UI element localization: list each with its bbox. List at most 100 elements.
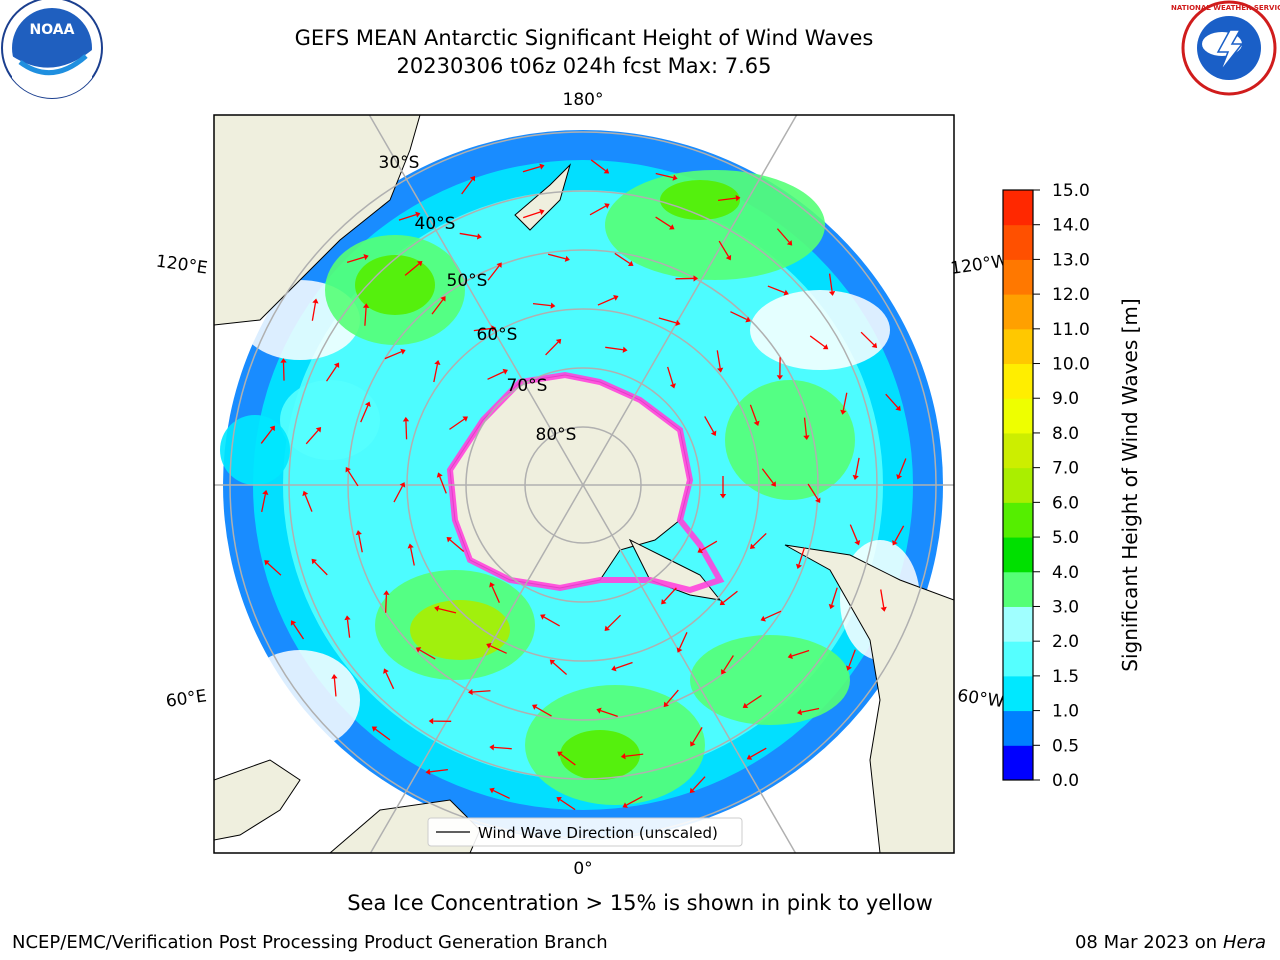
colorbar-band (1003, 745, 1033, 781)
wave-direction-arrow (849, 524, 861, 546)
arrow-head (669, 224, 675, 230)
arrow-head (746, 754, 753, 760)
colorbar-tick-label: 2.0 (1052, 632, 1079, 652)
lat-label-70s: 70°S (507, 376, 548, 396)
arrow-shaft (828, 273, 833, 292)
arrow-head (280, 358, 287, 363)
wave-direction-arrow (611, 661, 633, 672)
arrow-shaft (375, 728, 391, 741)
arrow-shaft (438, 607, 457, 614)
colorbar-tick-label: 5.0 (1052, 528, 1079, 548)
arrow-shaft (547, 253, 566, 260)
wave-direction-arrow (355, 530, 363, 553)
arrow-shaft (701, 540, 718, 551)
arrow-head (627, 260, 634, 267)
wave-direction-arrow (719, 476, 727, 499)
wave-direction-arrow (523, 208, 545, 219)
arrow-shaft (459, 232, 478, 238)
colorbar-band (1003, 328, 1033, 365)
arrow-head (489, 787, 495, 794)
wave-direction-arrow (384, 348, 406, 360)
noaa-logo-text: NOAA (30, 22, 75, 38)
producer-credit: NCEP/EMC/Verification Post Processing Pr… (12, 932, 608, 953)
arrow-shaft (666, 689, 679, 705)
arrow-shaft (360, 405, 369, 423)
arrow-shaft (723, 655, 734, 672)
nws-logo-text: NATIONAL WEATHER SERVICE (1171, 4, 1280, 12)
wave-direction-arrow (383, 668, 395, 690)
arrow-head (269, 425, 275, 432)
arrow-shaft (607, 614, 622, 629)
arrow-shaft (615, 661, 633, 669)
arrow-head (620, 753, 626, 760)
arrow-shaft (718, 197, 737, 202)
lat-label-30s: 30°S (379, 153, 420, 173)
arrow-shaft (304, 494, 313, 512)
arrow-head (434, 359, 441, 365)
arrow-head (333, 362, 340, 368)
wave-direction-arrow (604, 614, 622, 631)
arrow-head (436, 472, 443, 478)
arrow-shaft (880, 589, 885, 608)
wave-direction-arrow (750, 532, 767, 550)
arrow-shaft (473, 327, 492, 332)
wave-direction-arrow (661, 587, 677, 605)
wave-field-patch (725, 380, 855, 500)
wave-direction-arrow (415, 647, 436, 660)
colorbar-tick-label: 6.0 (1052, 493, 1079, 513)
wave-direction-arrow (345, 467, 359, 487)
arrow-shaft (704, 416, 715, 433)
run-date: 08 Mar 2023 on Hera (1075, 932, 1266, 953)
colorbar-band (1003, 537, 1033, 573)
colorbar-tick-label: 4.0 (1052, 563, 1079, 583)
arrow-head (803, 435, 810, 441)
arrow-head (557, 751, 563, 757)
arrow-head (290, 620, 297, 626)
arrow-shaft (560, 753, 576, 766)
wave-direction-arrow (597, 294, 619, 306)
lat-label-60s: 60°S (477, 325, 518, 345)
colorbar-band (1003, 641, 1033, 677)
wave-direction-arrow (331, 673, 338, 697)
colorbar-band (1003, 467, 1033, 503)
arrow-head (489, 582, 495, 588)
arrow-shaft (761, 468, 774, 484)
wave-direction-arrow (549, 659, 568, 675)
arrow-shaft (491, 585, 500, 603)
arrow-shaft (590, 159, 606, 172)
wave-direction-arrow (767, 285, 789, 296)
wave-field-patch (220, 415, 290, 485)
wave-direction-arrow (428, 717, 452, 725)
sea-ice-note: Sea Ice Concentration > 15% is shown in … (347, 891, 933, 915)
wave-direction-arrow (487, 262, 502, 281)
colorbar-band (1003, 224, 1033, 260)
arrow-head (693, 275, 699, 282)
colorbar-band (1003, 259, 1033, 295)
colorbar-band (1003, 710, 1033, 746)
wave-direction-arrow (655, 172, 678, 181)
wave-direction-arrow (371, 726, 391, 741)
arrow-head (383, 590, 390, 595)
arrow-head (745, 316, 751, 323)
arrow-shaft (522, 165, 541, 173)
arrow-shaft (692, 727, 703, 744)
wave-direction-arrow (896, 458, 907, 480)
colorbar-tick-label: 13.0 (1052, 250, 1090, 270)
lat-label-50s: 50°S (447, 271, 488, 291)
wave-field-patch (355, 255, 435, 315)
wave-direction-arrow (290, 620, 305, 640)
wave-direction-arrow (434, 605, 457, 614)
arrow-shaft (364, 307, 367, 326)
wave-direction-arrow (489, 582, 500, 603)
longitude-line (582, 115, 798, 486)
antarctic-map (214, 115, 954, 853)
wave-direction-arrow (264, 560, 282, 576)
arrow-shaft (429, 769, 448, 773)
arrow-shaft (487, 265, 500, 281)
arrow-head (783, 289, 789, 296)
arrow-shaft (346, 256, 365, 263)
colorbar-title: Significant Height of Wind Waves [m] (1118, 298, 1142, 672)
arrow-head (852, 474, 859, 480)
wave-direction-arrow (730, 311, 751, 323)
wave-direction-arrow (663, 689, 679, 708)
